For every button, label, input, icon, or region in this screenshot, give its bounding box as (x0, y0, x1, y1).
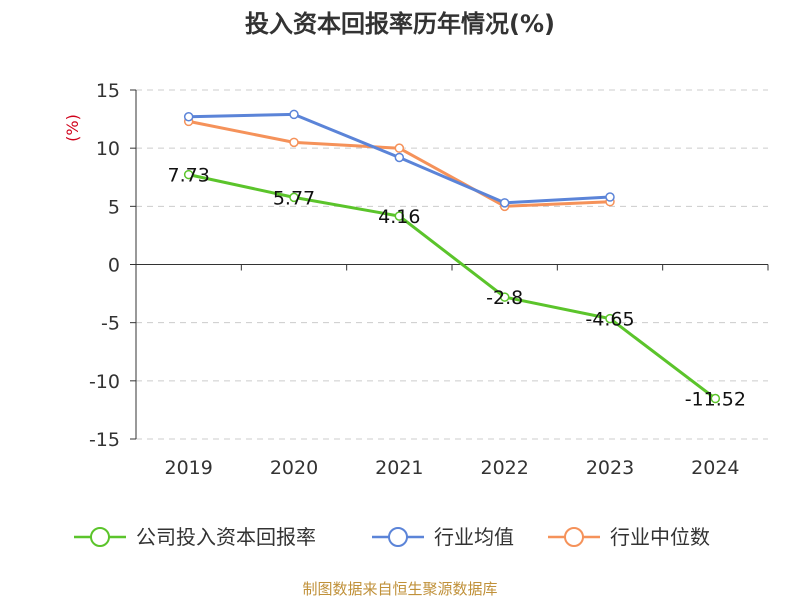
y-tick-label: 5 (108, 196, 120, 218)
data-point (394, 211, 405, 221)
data-label: -2.8 (486, 287, 523, 309)
legend-marker (90, 527, 110, 547)
data-label: 5.77 (273, 187, 315, 209)
y-axis-label: (%) (63, 114, 82, 142)
data-point (499, 292, 510, 302)
y-tick-label: -15 (89, 429, 120, 451)
y-tick-label: 15 (96, 80, 120, 102)
data-label: 7.73 (168, 165, 210, 187)
data-point (394, 143, 405, 153)
data-label: -4.65 (585, 309, 634, 331)
data-label: -11.52 (685, 389, 746, 411)
data-label-layer: 7.73 5.77 4.16 -2.8 -4.65 -11.52 (168, 165, 746, 411)
legend: 公司投入资本回报率 行业均值 行业中位数 (74, 525, 710, 549)
data-label: 4.16 (378, 206, 420, 228)
x-tick-label: 2021 (375, 457, 423, 479)
y-tick-label: 10 (96, 138, 120, 160)
y-tick-label: -10 (89, 371, 120, 393)
legend-label: 行业均值 (434, 525, 514, 549)
data-point (289, 109, 299, 120)
data-point (499, 198, 510, 208)
data-point (183, 169, 194, 180)
y-tick-label: 0 (108, 255, 120, 277)
x-tick-label: 2020 (270, 457, 318, 479)
data-point (289, 137, 299, 148)
source-note: 制图数据来自恒生聚源数据库 (302, 580, 497, 598)
legend-marker (564, 527, 584, 547)
x-tick-label: 2023 (586, 457, 634, 479)
data-point (605, 192, 615, 202)
x-tick-label: 2019 (164, 457, 212, 479)
chart-title: 投入资本回报率历年情况(%) (245, 10, 555, 38)
series-layer (183, 109, 721, 404)
legend-marker (388, 527, 408, 547)
data-point (183, 112, 194, 122)
y-tick-label: -5 (101, 313, 120, 335)
x-tick-label: 2024 (691, 457, 739, 479)
x-tick-label: 2022 (480, 457, 528, 479)
data-point (394, 152, 405, 163)
series-line (188, 173, 717, 400)
series-line (188, 119, 611, 208)
axis-layer: 15 10 5 0 -5 -10 -15 2019 2020 2021 2022 2023 2024 (89, 80, 769, 479)
legend-label: 公司投入资本回报率 (136, 525, 316, 549)
data-point (605, 313, 615, 324)
data-point (289, 192, 299, 203)
legend-label: 行业中位数 (610, 525, 710, 549)
data-point (710, 393, 721, 404)
